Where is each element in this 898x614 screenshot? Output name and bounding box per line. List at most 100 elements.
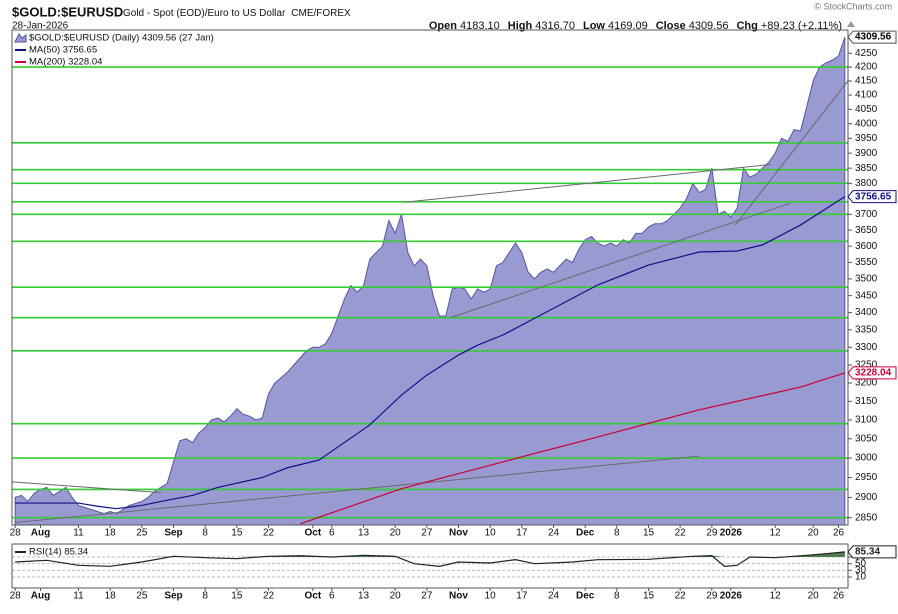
y-tick-label: 10: [855, 572, 867, 583]
x-tick-label: 25: [136, 591, 148, 602]
x-tick-label: 6: [329, 528, 335, 539]
quote-value: 4316.70: [535, 20, 575, 32]
x-tick-label: Aug: [31, 591, 50, 602]
plot-frame: [11, 543, 849, 589]
x-tick-label: 17: [516, 591, 528, 602]
legend-label: MA(50) 3756.65: [29, 45, 97, 56]
y-tick-label: 3800: [855, 178, 878, 189]
x-tick-label: Oct: [304, 591, 321, 602]
x-tick-label: 24: [548, 528, 560, 539]
x-tick-label: 8: [614, 591, 620, 602]
x-tick-label: Nov: [449, 528, 468, 539]
y-tick-label: 4150: [855, 76, 878, 87]
series-line: [299, 372, 846, 525]
value-tag-label: 4309.56: [855, 32, 892, 43]
x-tick-label: 24: [548, 591, 560, 602]
x-tick-label: 13: [358, 591, 370, 602]
x-tick-label: 11: [73, 591, 84, 602]
y-tick-label: 3650: [855, 225, 878, 236]
x-tick-label: 28: [10, 591, 22, 602]
y-tick-label: 3850: [855, 163, 878, 174]
y-tick-label: 3500: [855, 274, 878, 285]
quote-label: High: [508, 20, 533, 32]
x-tick-label: Sep: [164, 591, 182, 602]
x-tick-label: 8: [202, 591, 208, 602]
description: Gold - Spot (EOD)/Euro to US Dollar CME/F…: [123, 8, 351, 19]
x-tick-label: Dec: [576, 591, 595, 602]
y-tick-label: 2950: [855, 472, 878, 483]
x-tick-label: 20: [808, 528, 820, 539]
y-tick-label: 3000: [855, 453, 878, 464]
x-tick-label: 28: [10, 528, 22, 539]
legend-icon: [14, 33, 27, 43]
x-tick-label: 25: [136, 528, 148, 539]
y-tick-label: 4000: [855, 118, 878, 129]
value-tag-label: 3756.65: [855, 191, 892, 202]
x-tick-label: 2026: [720, 528, 743, 539]
x-tick-label: Sep: [164, 528, 182, 539]
price-area: [14, 36, 846, 525]
y-tick-label: 3250: [855, 360, 878, 371]
trend-line: [15, 455, 700, 524]
x-tick-label: 15: [231, 528, 243, 539]
trend-line: [12, 481, 161, 494]
x-tick-label: Aug: [31, 528, 50, 539]
x-tick-label: 8: [202, 528, 208, 539]
y-tick-label: 3350: [855, 324, 878, 335]
x-tick-label: 27: [421, 591, 433, 602]
x-tick-label: 15: [231, 591, 243, 602]
copyright: © StockCharts.com: [814, 1, 892, 11]
x-tick-label: 10: [485, 591, 497, 602]
x-tick-label: 22: [263, 591, 275, 602]
trend-line: [405, 164, 771, 203]
x-tick-label: 13: [358, 528, 370, 539]
x-tick-label: 15: [643, 528, 655, 539]
x-tick-label: 12: [770, 528, 782, 539]
y-tick-label: 3100: [855, 415, 878, 426]
plot-frame: [11, 29, 849, 526]
y-tick-label: 3550: [855, 257, 878, 268]
y-tick-label: 3600: [855, 241, 878, 252]
value-tag: [847, 190, 897, 204]
x-tick-label: 18: [105, 591, 117, 602]
x-tick-label: 2026: [720, 591, 743, 602]
y-tick-label: 2850: [855, 512, 878, 523]
x-tick-label: 22: [263, 528, 275, 539]
y-tick-label: 30: [855, 565, 867, 576]
x-tick-label: 22: [675, 528, 687, 539]
date: 28-Jan-2026: [12, 21, 69, 32]
series-line: [15, 196, 846, 510]
value-tag: [847, 545, 897, 559]
y-tick-label: 3900: [855, 148, 878, 159]
x-tick-label: 29: [706, 528, 718, 539]
description-text: Gold - Spot (EOD)/Euro to US Dollar: [123, 8, 286, 19]
y-tick-label: 3950: [855, 133, 878, 144]
x-tick-label: 27: [421, 528, 433, 539]
y-tick-label: 3150: [855, 396, 878, 407]
x-tick-label: 12: [770, 591, 782, 602]
y-tick-label: 3200: [855, 378, 878, 389]
x-tick-label: 8: [614, 528, 620, 539]
legend-label: $GOLD:$EURUSD (Daily) 4309.56 (27 Jan): [29, 33, 214, 44]
y-tick-label: 4100: [855, 90, 878, 101]
x-tick-label: 11: [73, 528, 84, 539]
x-tick-label: 18: [105, 528, 117, 539]
y-tick-label: 3300: [855, 342, 878, 353]
y-tick-label: 4050: [855, 104, 878, 115]
y-tick-label: 3400: [855, 307, 878, 318]
quote-label: Open: [429, 20, 457, 32]
x-tick-label: 26: [833, 528, 845, 539]
x-tick-label: 20: [808, 591, 820, 602]
x-tick-label: 10: [485, 528, 497, 539]
symbol: $GOLD:$EURUSD: [12, 4, 123, 19]
quote-label: Chg: [736, 20, 757, 32]
y-tick-label: 3050: [855, 433, 878, 444]
x-tick-label: 6: [329, 591, 335, 602]
value-tag-label: 3228.04: [855, 368, 892, 379]
plot-area: [12, 551, 848, 578]
x-tick-label: 15: [643, 591, 655, 602]
value-tag: [847, 366, 897, 380]
y-tick-label: 3700: [855, 209, 878, 220]
x-tick-label: 17: [516, 528, 528, 539]
up-icon: [847, 21, 855, 27]
